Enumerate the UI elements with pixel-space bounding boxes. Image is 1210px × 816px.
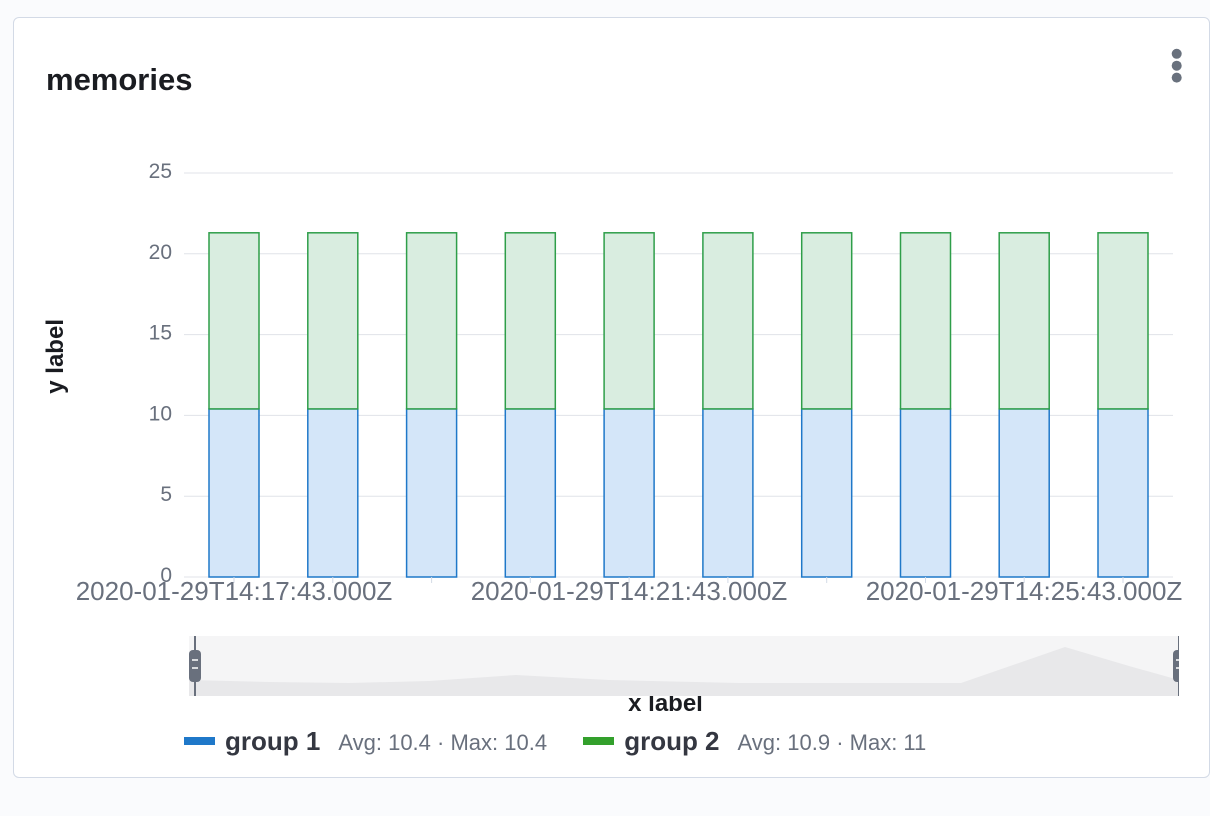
- svg-text:10: 10: [149, 402, 172, 425]
- svg-text:5: 5: [160, 483, 172, 506]
- svg-text:15: 15: [149, 322, 172, 345]
- svg-text:20: 20: [149, 241, 172, 264]
- svg-text:25: 25: [149, 160, 172, 183]
